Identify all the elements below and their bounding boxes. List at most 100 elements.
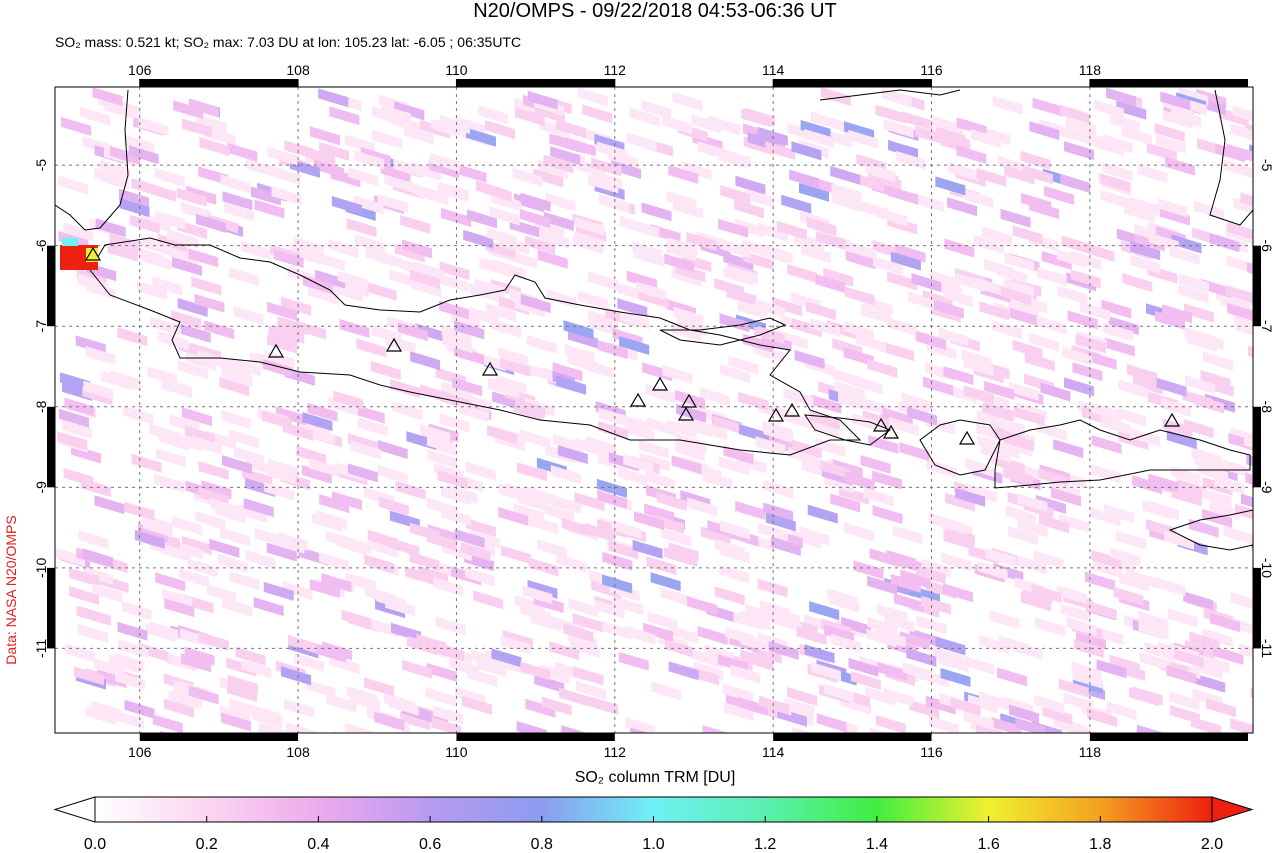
so2-pixel (305, 146, 336, 166)
colorbar-tick-label: 1.4 (866, 836, 888, 853)
so2-pixel (611, 520, 642, 540)
so2-pixel (498, 506, 529, 526)
so2-pixel (378, 496, 409, 516)
so2-pixel (561, 725, 588, 733)
so2-pixel (804, 644, 835, 664)
so2-pixel (626, 270, 657, 290)
so2-pixel (441, 207, 472, 227)
so2-pixel (883, 119, 914, 139)
so2-pixel (1137, 163, 1168, 183)
volcano (651, 376, 669, 391)
so2-pixel (206, 584, 237, 604)
so2-pixel (138, 117, 169, 137)
so2-pixel (478, 105, 509, 125)
so2-pixel (302, 412, 333, 432)
so2-pixel (671, 455, 702, 475)
so2-pixel (427, 524, 458, 544)
x-tick-label: 114 (762, 62, 785, 78)
so2-pixel (900, 569, 931, 589)
so2-pixel (261, 410, 292, 430)
so2-pixel (770, 537, 801, 557)
so2-pixel (745, 604, 776, 624)
so2-pixel (638, 439, 669, 459)
so2-pixel (172, 688, 203, 708)
so2-pixel (366, 281, 397, 301)
so2-pixel (760, 600, 791, 620)
so2-pixel (877, 207, 908, 227)
so2-pixel (633, 247, 664, 267)
so2-pixel (714, 538, 745, 558)
so2-pixel (1116, 407, 1147, 427)
so2-pixel (619, 335, 650, 355)
so2-pixel (305, 679, 336, 699)
so2-pixel (666, 419, 697, 439)
so2-pixel (981, 226, 1012, 246)
so2-pixel (80, 478, 111, 498)
so2-pixel (420, 424, 451, 444)
so2-pixel (344, 134, 375, 154)
so2-pixel (124, 699, 155, 719)
so2-pixel (1230, 592, 1253, 610)
so2-pixel (865, 163, 896, 183)
so2-pixel (727, 265, 758, 285)
so2-pixel (992, 320, 1023, 340)
so2-pixel (460, 542, 491, 562)
so2-pixel (329, 106, 360, 126)
so2-pixel (309, 458, 340, 478)
so2-pixel (466, 127, 497, 147)
so2-pixel (534, 674, 565, 694)
so2-pixel (809, 601, 840, 621)
so2-pixel (68, 586, 99, 606)
so2-pixel (310, 126, 341, 146)
so2-pixel (989, 610, 1020, 630)
colorbar-tick-label: 0.0 (84, 836, 106, 853)
so2-pixel (563, 623, 594, 643)
so2-pixel (838, 391, 869, 411)
y-tick-label: -9 (33, 481, 49, 494)
so2-pixel (109, 233, 140, 253)
y-tick-label: -5 (33, 159, 49, 172)
so2-pixel (728, 355, 759, 375)
so2-pixel (718, 218, 749, 238)
so2-pixel (1001, 286, 1032, 306)
so2-pixel (588, 271, 619, 291)
so2-pixel (1039, 514, 1070, 534)
so2-pixel (119, 188, 150, 208)
so2-pixel (872, 256, 903, 276)
so2-pixel (109, 145, 140, 165)
y-tick-label: -9 (1259, 481, 1272, 494)
so2-pixel (145, 623, 176, 643)
so2-pixel (1003, 278, 1034, 298)
so2-pixel (1096, 659, 1127, 679)
so2-pixel (1169, 691, 1200, 711)
so2-pixel (598, 420, 629, 440)
so2-pixel (723, 683, 754, 703)
so2-pixel (274, 534, 305, 554)
so2-pixel (1008, 299, 1039, 319)
so2-pixel (820, 87, 851, 107)
so2-pixel (772, 297, 803, 317)
so2-pixel (1199, 654, 1230, 674)
so2-pixel (1183, 419, 1214, 439)
so2-pixel (1247, 345, 1253, 358)
so2-pixel (243, 498, 274, 518)
so2-pixel (582, 104, 613, 124)
so2-pixel (1035, 617, 1066, 637)
frame-bar (1089, 733, 1248, 741)
so2-pixel (391, 622, 422, 642)
so2-pixel (1184, 640, 1215, 660)
so2-pixel (1155, 577, 1186, 597)
so2-pixel (350, 440, 381, 460)
so2-pixel (1044, 185, 1075, 205)
so2-pixel (759, 695, 790, 715)
volcano (267, 343, 285, 358)
so2-pixel (1067, 310, 1098, 330)
so2-pixel (908, 291, 939, 311)
so2-pixel (164, 598, 195, 618)
so2-pixel (686, 232, 717, 252)
so2-pixel (294, 652, 325, 672)
so2-pixel (617, 466, 648, 486)
so2-pixel (341, 609, 372, 629)
so2-pixel (1008, 526, 1039, 546)
so2-pixel (1017, 555, 1048, 575)
